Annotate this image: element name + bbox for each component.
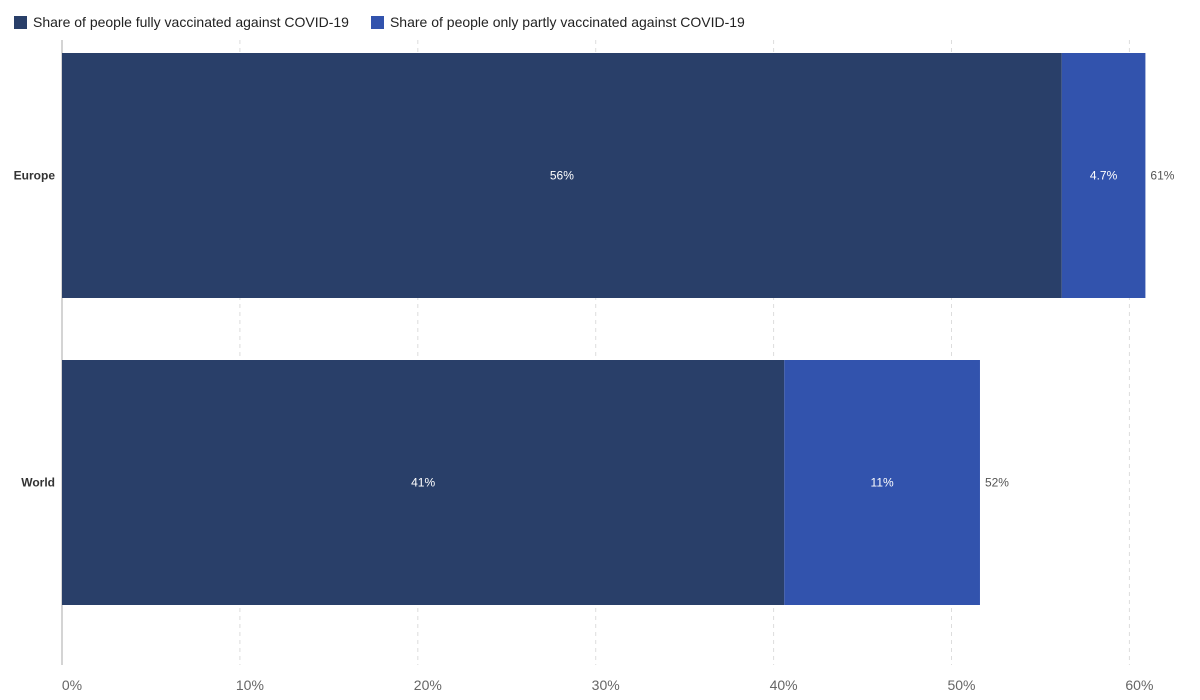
legend-item-fully: Share of people fully vaccinated against… <box>14 14 349 30</box>
x-tick-label: 10% <box>236 677 264 693</box>
legend-label-partly: Share of people only partly vaccinated a… <box>389 14 745 30</box>
x-tick-label: 0% <box>62 677 82 693</box>
legend-label-fully: Share of people fully vaccinated against… <box>33 14 349 30</box>
bar-value-label: 4.7% <box>1090 169 1118 183</box>
legend: Share of people fully vaccinated against… <box>14 14 767 30</box>
legend-swatch-fully <box>14 15 27 29</box>
bar-total-label: 61% <box>1150 169 1174 183</box>
bar-segment <box>62 53 1062 298</box>
bar-total-label: 52% <box>985 476 1009 490</box>
category-label: World <box>21 476 55 490</box>
legend-swatch-partly <box>370 15 384 29</box>
x-tick-label: 30% <box>592 677 620 693</box>
x-tick-label: 20% <box>414 677 442 693</box>
category-label: Europe <box>14 169 56 183</box>
x-tick-label: 50% <box>947 677 975 693</box>
bar-value-label: 41% <box>411 476 435 490</box>
legend-item-partly: Share of people only partly vaccinated a… <box>370 14 745 30</box>
bar-segment <box>1061 53 1146 298</box>
bar-value-label: 11% <box>871 476 894 490</box>
x-tick-label: 40% <box>770 677 798 693</box>
x-tick-label: 60% <box>1125 677 1153 693</box>
bar-segment <box>784 360 980 605</box>
bar-segment <box>62 360 785 605</box>
bar-value-label: 56% <box>550 169 574 183</box>
